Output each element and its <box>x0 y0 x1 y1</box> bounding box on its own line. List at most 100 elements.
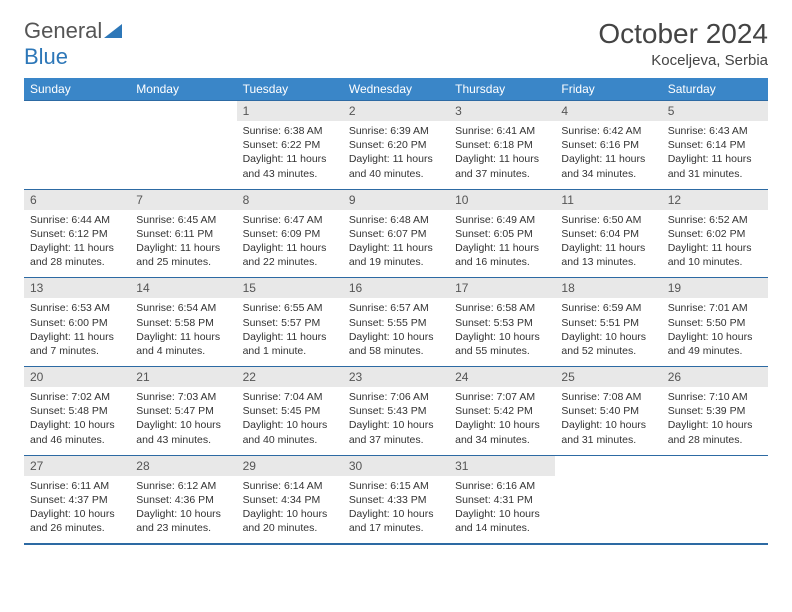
day-number: 29 <box>237 455 343 476</box>
day-number: 12 <box>662 189 768 210</box>
daylight-text: Daylight: 11 hours and 37 minutes. <box>455 152 549 180</box>
day-content-row: Sunrise: 6:11 AMSunset: 4:37 PMDaylight:… <box>24 476 768 545</box>
sunset-text: Sunset: 6:12 PM <box>30 227 124 241</box>
sunrise-text: Sunrise: 7:10 AM <box>668 390 762 404</box>
day-content-row: Sunrise: 6:53 AMSunset: 6:00 PMDaylight:… <box>24 298 768 366</box>
daylight-text: Daylight: 10 hours and 28 minutes. <box>668 418 762 446</box>
daylight-text: Daylight: 11 hours and 13 minutes. <box>561 241 655 269</box>
sunset-text: Sunset: 5:51 PM <box>561 316 655 330</box>
day-cell: Sunrise: 6:47 AMSunset: 6:09 PMDaylight:… <box>237 210 343 278</box>
day-cell: Sunrise: 6:45 AMSunset: 6:11 PMDaylight:… <box>130 210 236 278</box>
sunset-text: Sunset: 4:37 PM <box>30 493 124 507</box>
month-title: October 2024 <box>598 18 768 50</box>
daylight-text: Daylight: 10 hours and 58 minutes. <box>349 330 443 358</box>
day-cell: Sunrise: 7:03 AMSunset: 5:47 PMDaylight:… <box>130 387 236 455</box>
daylight-text: Daylight: 10 hours and 20 minutes. <box>243 507 337 535</box>
sunrise-text: Sunrise: 7:06 AM <box>349 390 443 404</box>
day-number <box>662 455 768 476</box>
sunrise-text: Sunrise: 6:57 AM <box>349 301 443 315</box>
weekday-header: Monday <box>130 78 236 101</box>
day-number: 9 <box>343 189 449 210</box>
day-number: 3 <box>449 101 555 122</box>
day-content-row: Sunrise: 6:38 AMSunset: 6:22 PMDaylight:… <box>24 121 768 189</box>
sunset-text: Sunset: 6:14 PM <box>668 138 762 152</box>
sunrise-text: Sunrise: 6:54 AM <box>136 301 230 315</box>
day-cell: Sunrise: 7:01 AMSunset: 5:50 PMDaylight:… <box>662 298 768 366</box>
brand-word-2: Blue <box>24 44 68 69</box>
weekday-header: Wednesday <box>343 78 449 101</box>
daylight-text: Daylight: 11 hours and 4 minutes. <box>136 330 230 358</box>
day-number-row: 20212223242526 <box>24 367 768 388</box>
brand-logo: General Blue <box>24 18 122 70</box>
weekday-header: Saturday <box>662 78 768 101</box>
day-number: 20 <box>24 367 130 388</box>
daylight-text: Daylight: 10 hours and 26 minutes. <box>30 507 124 535</box>
day-cell: Sunrise: 6:57 AMSunset: 5:55 PMDaylight:… <box>343 298 449 366</box>
day-number-row: 6789101112 <box>24 189 768 210</box>
day-number: 10 <box>449 189 555 210</box>
weekday-header: Thursday <box>449 78 555 101</box>
sunrise-text: Sunrise: 6:42 AM <box>561 124 655 138</box>
daylight-text: Daylight: 10 hours and 49 minutes. <box>668 330 762 358</box>
day-cell <box>130 121 236 189</box>
day-cell: Sunrise: 6:14 AMSunset: 4:34 PMDaylight:… <box>237 476 343 545</box>
sunset-text: Sunset: 6:00 PM <box>30 316 124 330</box>
day-cell: Sunrise: 7:06 AMSunset: 5:43 PMDaylight:… <box>343 387 449 455</box>
day-number: 16 <box>343 278 449 299</box>
daylight-text: Daylight: 10 hours and 46 minutes. <box>30 418 124 446</box>
day-number: 4 <box>555 101 661 122</box>
sunset-text: Sunset: 6:18 PM <box>455 138 549 152</box>
daylight-text: Daylight: 11 hours and 19 minutes. <box>349 241 443 269</box>
sunset-text: Sunset: 5:57 PM <box>243 316 337 330</box>
day-number: 23 <box>343 367 449 388</box>
daylight-text: Daylight: 10 hours and 43 minutes. <box>136 418 230 446</box>
sunset-text: Sunset: 5:45 PM <box>243 404 337 418</box>
sunrise-text: Sunrise: 6:58 AM <box>455 301 549 315</box>
daylight-text: Daylight: 11 hours and 43 minutes. <box>243 152 337 180</box>
sunset-text: Sunset: 5:58 PM <box>136 316 230 330</box>
daylight-text: Daylight: 10 hours and 52 minutes. <box>561 330 655 358</box>
day-number: 6 <box>24 189 130 210</box>
day-cell: Sunrise: 6:15 AMSunset: 4:33 PMDaylight:… <box>343 476 449 545</box>
day-number: 13 <box>24 278 130 299</box>
sunrise-text: Sunrise: 7:08 AM <box>561 390 655 404</box>
sunrise-text: Sunrise: 6:50 AM <box>561 213 655 227</box>
sunrise-text: Sunrise: 7:04 AM <box>243 390 337 404</box>
day-number: 27 <box>24 455 130 476</box>
day-cell: Sunrise: 6:42 AMSunset: 6:16 PMDaylight:… <box>555 121 661 189</box>
day-cell: Sunrise: 6:44 AMSunset: 6:12 PMDaylight:… <box>24 210 130 278</box>
sunrise-text: Sunrise: 7:01 AM <box>668 301 762 315</box>
day-number-row: 13141516171819 <box>24 278 768 299</box>
sunrise-text: Sunrise: 7:03 AM <box>136 390 230 404</box>
sunrise-text: Sunrise: 6:14 AM <box>243 479 337 493</box>
sunrise-text: Sunrise: 6:55 AM <box>243 301 337 315</box>
sunset-text: Sunset: 6:04 PM <box>561 227 655 241</box>
daylight-text: Daylight: 11 hours and 10 minutes. <box>668 241 762 269</box>
day-number: 7 <box>130 189 236 210</box>
day-cell: Sunrise: 6:53 AMSunset: 6:00 PMDaylight:… <box>24 298 130 366</box>
sunset-text: Sunset: 5:50 PM <box>668 316 762 330</box>
sunrise-text: Sunrise: 6:43 AM <box>668 124 762 138</box>
day-cell: Sunrise: 6:39 AMSunset: 6:20 PMDaylight:… <box>343 121 449 189</box>
day-cell: Sunrise: 7:10 AMSunset: 5:39 PMDaylight:… <box>662 387 768 455</box>
day-number: 17 <box>449 278 555 299</box>
day-number-row: 2728293031 <box>24 455 768 476</box>
day-number-row: 12345 <box>24 101 768 122</box>
daylight-text: Daylight: 10 hours and 40 minutes. <box>243 418 337 446</box>
sunrise-text: Sunrise: 6:59 AM <box>561 301 655 315</box>
sunset-text: Sunset: 4:36 PM <box>136 493 230 507</box>
daylight-text: Daylight: 11 hours and 25 minutes. <box>136 241 230 269</box>
day-cell: Sunrise: 6:55 AMSunset: 5:57 PMDaylight:… <box>237 298 343 366</box>
sunset-text: Sunset: 6:02 PM <box>668 227 762 241</box>
day-cell: Sunrise: 6:50 AMSunset: 6:04 PMDaylight:… <box>555 210 661 278</box>
sunset-text: Sunset: 5:42 PM <box>455 404 549 418</box>
day-cell: Sunrise: 6:12 AMSunset: 4:36 PMDaylight:… <box>130 476 236 545</box>
daylight-text: Daylight: 11 hours and 7 minutes. <box>30 330 124 358</box>
sunset-text: Sunset: 4:31 PM <box>455 493 549 507</box>
day-number: 1 <box>237 101 343 122</box>
daylight-text: Daylight: 10 hours and 55 minutes. <box>455 330 549 358</box>
sunrise-text: Sunrise: 6:48 AM <box>349 213 443 227</box>
sunset-text: Sunset: 6:07 PM <box>349 227 443 241</box>
day-cell: Sunrise: 7:08 AMSunset: 5:40 PMDaylight:… <box>555 387 661 455</box>
day-cell <box>24 121 130 189</box>
